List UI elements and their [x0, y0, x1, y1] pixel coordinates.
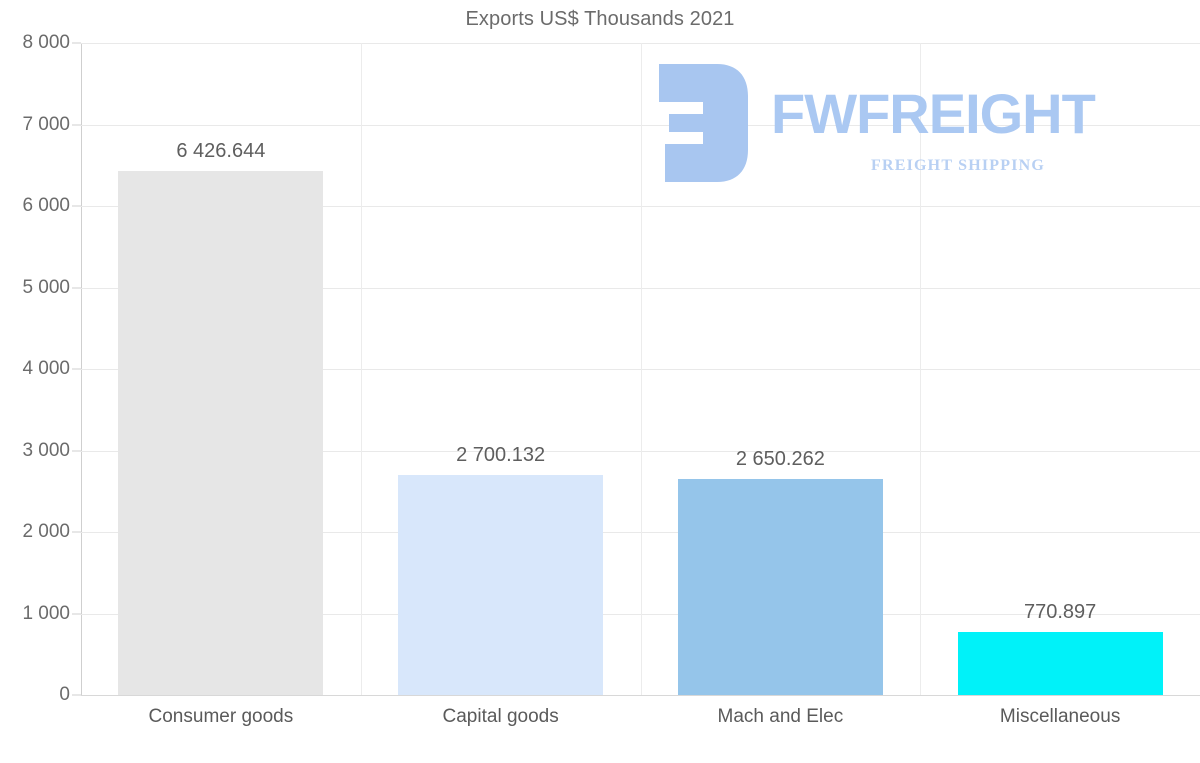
y-axis-tick-mark	[72, 368, 81, 370]
y-axis-tick-label: 0	[59, 684, 70, 705]
y-axis-tick-label: 2 000	[22, 521, 70, 542]
y-axis-tick-label: 3 000	[22, 439, 70, 461]
bar-value-label: 6 426.644	[176, 140, 266, 163]
vertical-gridline	[920, 43, 922, 695]
vertical-gridline	[640, 43, 642, 695]
y-axis-tick-mark	[72, 287, 81, 288]
y-axis-tick-mark	[72, 613, 81, 614]
y-axis-tick-label: 6 000	[22, 195, 70, 216]
x-axis-category-label: Mach and Elec	[717, 706, 844, 727]
y-axis-tick-mark	[72, 205, 81, 207]
y-axis-tick-label: 4 000	[22, 358, 70, 379]
y-axis-tick-mark	[72, 42, 81, 44]
chart-title: Exports US$ Thousands 2021	[465, 8, 735, 30]
y-axis-tick-label: 8 000	[22, 32, 70, 53]
plot-area: 6 426.644 2 700.132 2 650.262 770.897	[81, 43, 1200, 696]
gridline	[81, 695, 1200, 696]
y-axis-tick-mark	[72, 450, 81, 451]
bar[interactable]	[398, 474, 604, 695]
bar-value-label: 2 700.132	[456, 443, 546, 466]
x-axis-category-label: Consumer goods	[148, 706, 294, 727]
bar[interactable]	[118, 171, 324, 695]
bar[interactable]	[957, 632, 1163, 695]
x-axis-category-label: Capital goods	[442, 706, 559, 727]
vertical-gridline	[360, 43, 362, 695]
y-axis-tick-label: 1 000	[22, 602, 70, 624]
y-axis-tick-mark	[72, 694, 81, 696]
bar-value-label: 770.897	[1023, 601, 1097, 624]
y-axis-tick-mark	[72, 531, 81, 533]
y-axis-tick-label: 7 000	[22, 113, 70, 135]
bar[interactable]	[677, 479, 883, 695]
x-axis-category-label: Miscellaneous	[999, 706, 1121, 727]
y-axis-tick-label: 5 000	[22, 276, 70, 298]
y-axis-tick-mark	[72, 124, 81, 125]
bar-value-label: 2 650.262	[735, 448, 825, 470]
